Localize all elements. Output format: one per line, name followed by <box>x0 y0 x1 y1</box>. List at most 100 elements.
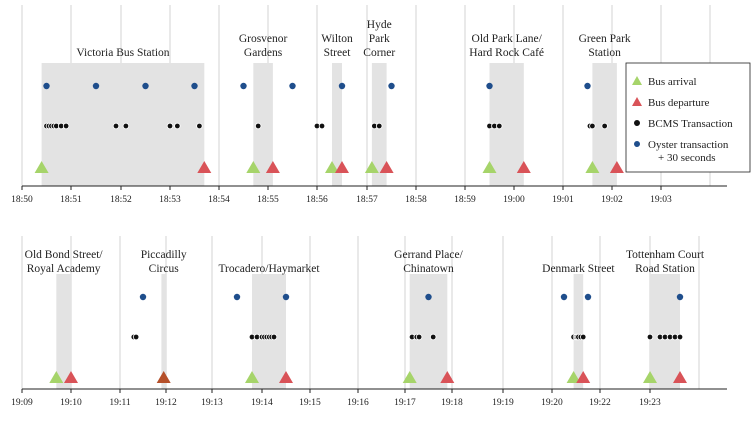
oyster-transaction-point <box>584 82 591 90</box>
bcms-transaction-point <box>646 333 654 341</box>
x-tick-label: 18:50 <box>11 195 33 205</box>
bus-departure-marker <box>64 371 78 383</box>
x-tick-label: 19:22 <box>589 398 611 408</box>
x-tick-label: 19:18 <box>441 398 463 408</box>
legend-box <box>625 62 751 173</box>
stop-name-label: Trocadero/Haymarket <box>218 263 320 275</box>
oyster-transaction-point <box>560 293 568 301</box>
bcms-transaction-point <box>589 122 596 130</box>
bus-arrival-marker <box>245 371 259 383</box>
x-tick-label: 19:17 <box>394 398 416 408</box>
bcms-transaction-point <box>376 122 383 130</box>
dwell-band <box>161 274 166 389</box>
oyster-transaction-point <box>142 82 149 90</box>
bus-departure-marker <box>440 371 455 383</box>
dwell-band <box>573 274 584 389</box>
x-tick-label: 18:59 <box>454 195 476 205</box>
stop-name-label: Old Bond Street/ <box>25 249 104 261</box>
stop-name-label: Hard Rock Café <box>469 47 544 59</box>
bcms-transaction-point <box>112 122 120 130</box>
bcms-transaction-point <box>196 122 203 130</box>
bcms-transaction-point <box>430 333 437 341</box>
bcms-transaction-point <box>132 333 140 341</box>
x-tick-label: 18:57 <box>356 195 378 205</box>
bus-departure-marker <box>335 161 349 173</box>
bus-departure-marker <box>609 161 624 173</box>
legend: Bus arrival Bus departure BCMS Transaction… <box>625 62 751 173</box>
bcms-transaction-point <box>318 122 326 130</box>
legend-marker <box>632 97 642 106</box>
x-tick-label: 19:20 <box>541 398 563 408</box>
x-tick-label: 18:58 <box>405 195 427 205</box>
stop-name-label: Station <box>588 47 621 59</box>
bus-departure-marker <box>265 161 280 173</box>
bcms-transaction-point <box>255 122 262 130</box>
x-tick-label: 19:23 <box>639 398 661 408</box>
bus-arrival-marker <box>325 161 339 173</box>
bcms-transaction-point <box>601 122 608 130</box>
legend-label: Bus arrival <box>648 76 697 88</box>
x-tick-label: 19:19 <box>492 398 514 408</box>
legend-label: BCMS Transaction <box>648 118 733 130</box>
x-tick-label: 18:52 <box>110 195 132 205</box>
x-tick-label: 18:56 <box>306 195 328 205</box>
stop-name-label: Corner <box>363 47 395 59</box>
bus-departure-marker <box>279 371 293 383</box>
bcms-transaction-point <box>415 333 423 341</box>
bcms-transaction-point <box>166 122 174 130</box>
stop-name-label: Denmark Street <box>542 263 615 275</box>
bcms-transaction-point <box>122 122 130 130</box>
x-tick-label: 19:00 <box>503 195 525 205</box>
x-tick-label: 19:10 <box>60 398 82 408</box>
stop-name-label: Street <box>324 47 352 59</box>
dwell-band <box>332 63 342 186</box>
stop-name-label: Tottenham Court <box>626 249 705 261</box>
oyster-transaction-point <box>289 82 296 90</box>
bcms-transaction-point <box>676 333 684 341</box>
legend-marker <box>632 76 642 85</box>
stop-name-label: Gardens <box>244 47 283 59</box>
stop-name-label: Hyde <box>367 19 392 31</box>
bus-arrival-marker <box>364 161 379 173</box>
stop-name-label: Wilton <box>321 33 353 45</box>
x-tick-label: 19:09 <box>11 398 33 408</box>
bus-departure-marker <box>379 161 394 173</box>
bus-departure-marker <box>673 371 687 383</box>
dwell-band <box>252 274 286 389</box>
stop-name-label: Piccadilly <box>141 249 187 261</box>
oyster-transaction-point <box>584 293 592 301</box>
arrival-departure-marker <box>156 371 171 383</box>
legend-label: Oyster transaction <box>648 139 729 151</box>
dwell-band <box>253 63 273 186</box>
x-tick-label: 19:12 <box>155 398 177 408</box>
top-timeline-panel: 18:50 18:51 18:52 18:53 18:54 18:55 18:56 18:57… <box>11 5 727 205</box>
dwell-band <box>409 274 448 389</box>
bus-arrival-marker <box>566 371 581 383</box>
stop-name-label: Chinatown <box>403 263 454 275</box>
x-tick-label: 18:51 <box>60 195 82 205</box>
bcms-transaction-point <box>580 333 587 341</box>
oyster-transaction-point <box>676 293 684 301</box>
legend-label: Bus departure <box>648 97 710 109</box>
x-tick-label: 19:16 <box>347 398 369 408</box>
stop-name-label: Road Station <box>635 263 695 275</box>
bus-departure-marker <box>197 161 212 173</box>
oyster-transaction-point <box>191 82 198 90</box>
x-tick-label: 18:55 <box>257 195 279 205</box>
bus-arrival-marker <box>482 161 497 173</box>
oyster-transaction-point <box>338 82 346 90</box>
stop-name-label: Old Park Lane/ <box>472 33 543 45</box>
bus-arrival-marker <box>34 161 49 173</box>
x-tick-label: 19:03 <box>650 195 672 205</box>
stop-name-label: Green Park <box>579 33 631 45</box>
legend-marker <box>634 120 640 126</box>
legend-label: + 30 seconds <box>658 152 716 164</box>
bus-arrival-marker <box>49 371 64 383</box>
bcms-transaction-point <box>270 333 278 341</box>
x-tick-label: 18:54 <box>208 195 230 205</box>
x-tick-label: 19:02 <box>601 195 623 205</box>
stop-name-label: Gerrand Place/ <box>394 249 463 261</box>
oyster-transaction-point <box>282 293 290 301</box>
stop-name-label: Grosvenor <box>239 33 288 45</box>
